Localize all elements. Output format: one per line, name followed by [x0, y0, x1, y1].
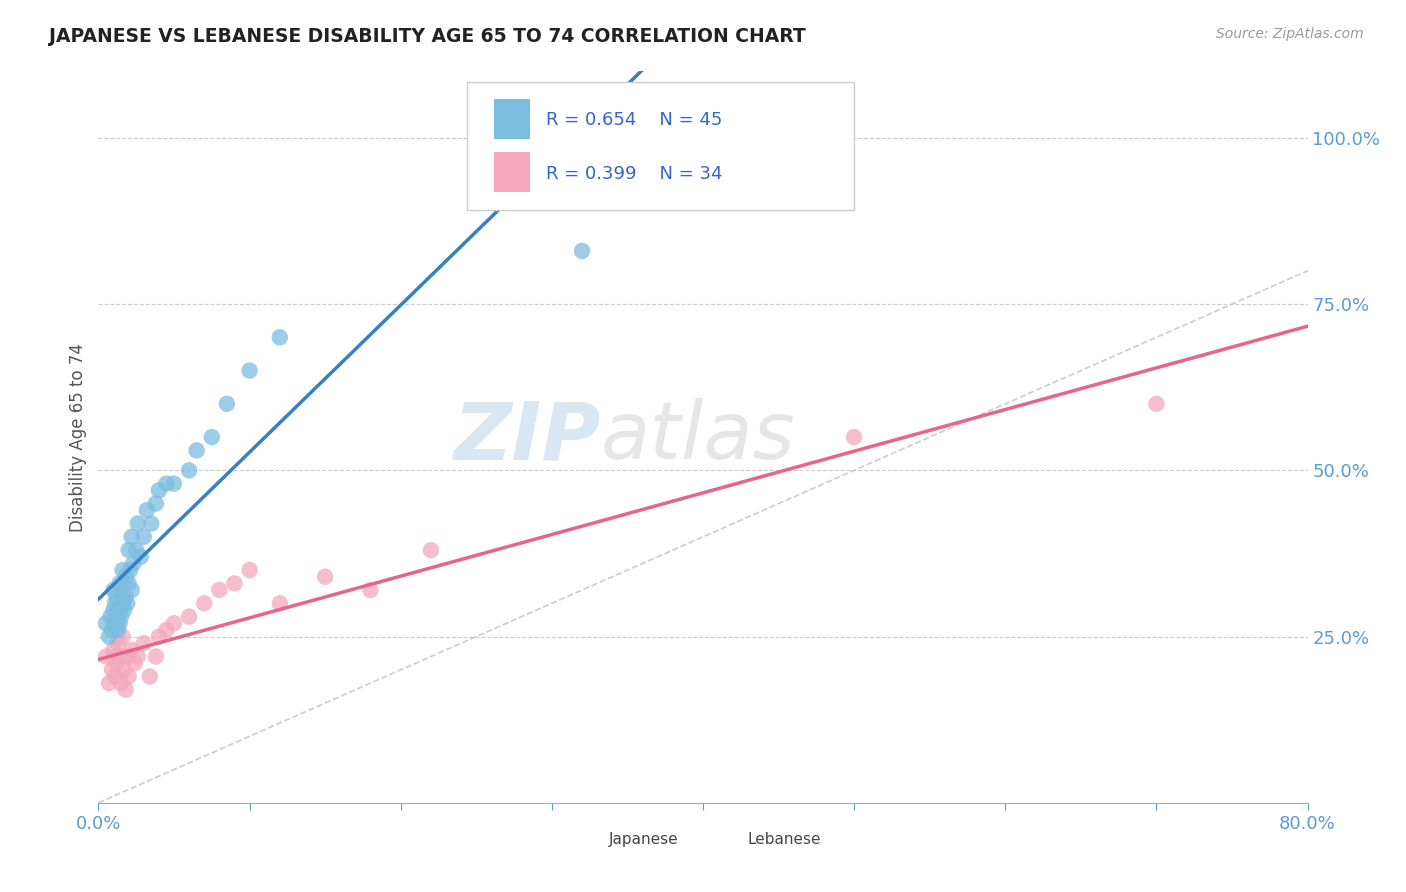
Point — [94, 616, 117, 631]
Text: Japanese: Japanese — [609, 832, 678, 847]
Point — [420, 543, 443, 558]
Point — [215, 397, 238, 411]
Point — [139, 669, 162, 683]
Point — [148, 483, 170, 498]
Point — [360, 582, 382, 597]
Point — [269, 596, 291, 610]
Point — [114, 682, 136, 697]
Point — [105, 590, 128, 604]
Point — [111, 596, 134, 610]
Point — [103, 603, 125, 617]
Point — [115, 649, 138, 664]
Point — [121, 582, 143, 597]
Point — [110, 609, 132, 624]
Point — [107, 603, 129, 617]
Point — [148, 630, 170, 644]
Point — [114, 570, 136, 584]
Point — [163, 476, 186, 491]
Point — [1144, 397, 1167, 411]
Point — [179, 463, 201, 477]
Point — [127, 649, 149, 664]
Point — [314, 570, 336, 584]
Point — [100, 609, 122, 624]
Point — [120, 563, 142, 577]
Point — [118, 576, 141, 591]
Point — [132, 530, 155, 544]
Point — [135, 503, 157, 517]
Point — [125, 543, 148, 558]
Point — [224, 576, 246, 591]
Point — [269, 330, 291, 344]
Point — [239, 563, 262, 577]
Text: JAPANESE VS LEBANESE DISABILITY AGE 65 TO 74 CORRELATION CHART: JAPANESE VS LEBANESE DISABILITY AGE 65 T… — [49, 27, 806, 45]
Point — [201, 430, 224, 444]
Point — [104, 596, 127, 610]
Bar — [494, 99, 530, 139]
Text: atlas: atlas — [600, 398, 794, 476]
Point — [104, 616, 127, 631]
Point — [101, 623, 124, 637]
Point — [112, 663, 135, 677]
Point — [118, 669, 141, 683]
Point — [111, 630, 134, 644]
Point — [121, 643, 143, 657]
Point — [179, 609, 201, 624]
Point — [145, 497, 167, 511]
Point — [155, 476, 177, 491]
Point — [155, 623, 177, 637]
Point — [122, 557, 145, 571]
Bar — [494, 152, 530, 192]
Point — [98, 676, 121, 690]
Text: Source: ZipAtlas.com: Source: ZipAtlas.com — [1216, 27, 1364, 41]
Point — [110, 676, 132, 690]
Point — [115, 596, 138, 610]
Point — [110, 582, 132, 597]
Point — [103, 643, 125, 657]
Bar — [576, 829, 603, 850]
Point — [105, 656, 128, 670]
Point — [103, 582, 125, 597]
Point — [132, 636, 155, 650]
Point — [98, 630, 121, 644]
Point — [105, 609, 128, 624]
Point — [101, 663, 124, 677]
Point — [104, 669, 127, 683]
Point — [208, 582, 231, 597]
FancyBboxPatch shape — [467, 82, 855, 211]
Point — [94, 649, 117, 664]
Point — [571, 244, 593, 258]
Point — [112, 603, 135, 617]
Point — [844, 430, 866, 444]
Point — [111, 563, 134, 577]
Point — [114, 590, 136, 604]
Point — [108, 649, 131, 664]
Point — [108, 576, 131, 591]
Text: Lebanese: Lebanese — [748, 832, 821, 847]
Point — [107, 636, 129, 650]
Point — [127, 516, 149, 531]
Point — [239, 363, 262, 377]
Bar — [716, 829, 742, 850]
Point — [129, 549, 152, 564]
Point — [107, 623, 129, 637]
Point — [121, 530, 143, 544]
Point — [141, 516, 163, 531]
Point — [163, 616, 186, 631]
Text: R = 0.399    N = 34: R = 0.399 N = 34 — [546, 165, 723, 183]
Point — [124, 656, 146, 670]
Point — [193, 596, 215, 610]
Point — [108, 616, 131, 631]
Point — [186, 443, 208, 458]
Point — [118, 543, 141, 558]
Text: R = 0.654    N = 45: R = 0.654 N = 45 — [546, 112, 723, 129]
Point — [145, 649, 167, 664]
Text: ZIP: ZIP — [453, 398, 600, 476]
Y-axis label: Disability Age 65 to 74: Disability Age 65 to 74 — [69, 343, 87, 532]
